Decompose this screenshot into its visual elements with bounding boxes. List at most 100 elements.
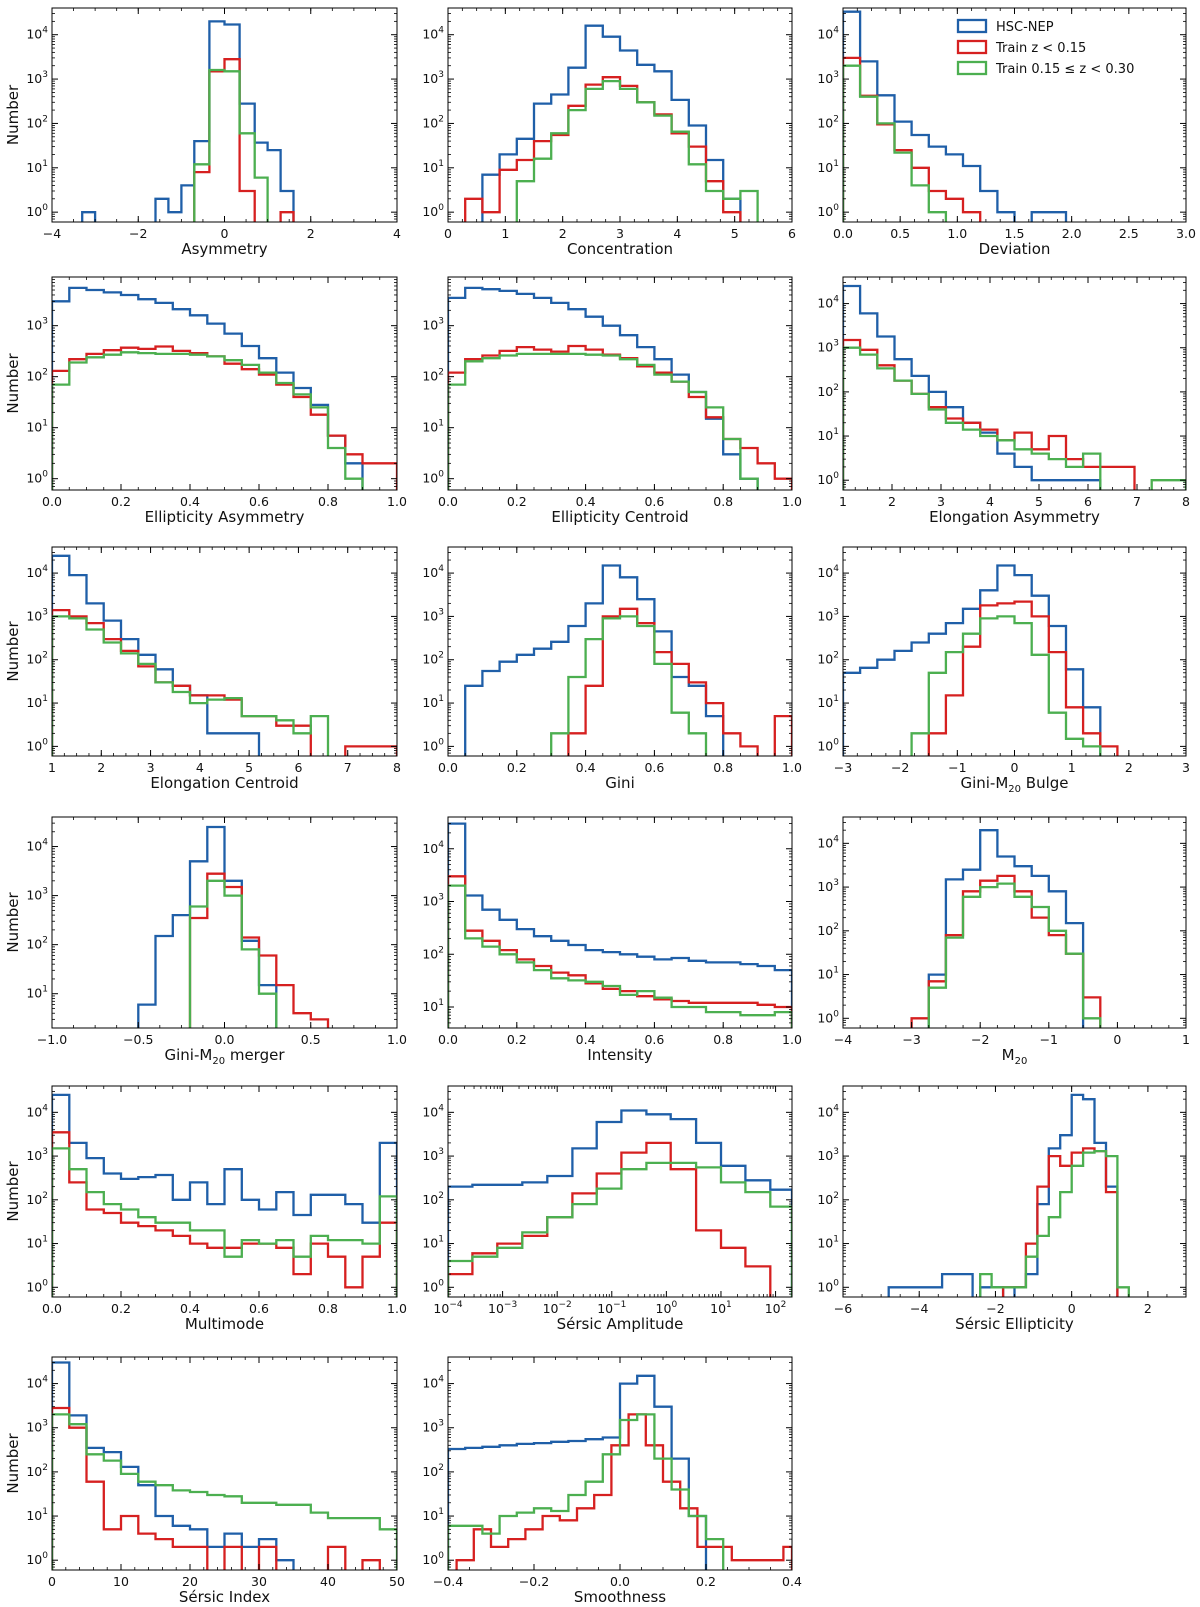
x-tick-label: 0.4 bbox=[180, 1301, 200, 1316]
x-tick-label: 0.0 bbox=[833, 226, 853, 241]
y-tick-label: 103 bbox=[422, 607, 444, 623]
series-group bbox=[448, 286, 792, 490]
y-tick-label: 103 bbox=[422, 893, 444, 909]
series-train-mid-z bbox=[193, 68, 269, 222]
histogram-panel-ellipticity-centroid: 0.0 0.2 0.4 0.6 0.8 1.0 100 101 102 103 Ellipticit… bbox=[422, 276, 802, 526]
y-tick-label: 102 bbox=[422, 1191, 444, 1207]
x-tick-label: 0.0 bbox=[610, 1574, 630, 1589]
series-hsc-nep bbox=[843, 10, 1068, 222]
histogram-panel-deviation: 0.0 0.5 1.0 1.5 2.0 2.5 3.0 100 101 102 103 104 Devi… bbox=[817, 7, 1196, 258]
series-train-mid-z bbox=[188, 879, 278, 1028]
y-tick-label: 103 bbox=[422, 1419, 444, 1435]
y-tick-label: 103 bbox=[422, 1147, 444, 1163]
histogram-panel-elongation-asymmetry: 1 2 3 4 5 6 7 8 100 101 102 103 104 Elongation Asymme… bbox=[817, 276, 1190, 526]
y-tick-label: 103 bbox=[26, 70, 48, 86]
x-tick-label: 0.0 bbox=[215, 1032, 235, 1047]
y-tick-label: 104 bbox=[422, 1375, 444, 1391]
series-train-mid-z bbox=[515, 79, 759, 222]
x-tick-label: −2 bbox=[971, 1032, 989, 1047]
x-tick-label: −4 bbox=[910, 1301, 928, 1316]
y-tick-label: 101 bbox=[422, 694, 444, 710]
y-tick-label: 101 bbox=[422, 998, 444, 1014]
y-axis-label: Number bbox=[4, 621, 22, 682]
y-axis-label: Number bbox=[4, 84, 22, 145]
series-hsc-nep bbox=[81, 20, 295, 222]
x-tick-label: 2.5 bbox=[1119, 226, 1139, 241]
y-tick-label: 104 bbox=[422, 840, 444, 856]
x-tick-label: 2 bbox=[1144, 1301, 1152, 1316]
y-tick-label: 102 bbox=[26, 1191, 48, 1207]
x-tick-label: 0.2 bbox=[696, 1574, 716, 1589]
series-group bbox=[137, 825, 330, 1028]
y-tick-label: 101 bbox=[817, 694, 839, 710]
series-train-low-z bbox=[52, 608, 397, 756]
x-tick-label: 0.8 bbox=[713, 1032, 733, 1047]
x-tick-label: 4 bbox=[673, 226, 681, 241]
y-tick-label: 100 bbox=[817, 471, 839, 487]
series-train-low-z bbox=[448, 875, 792, 1028]
x-axis-label: Gini-M20 merger bbox=[165, 1046, 286, 1067]
x-tick-label: 0.5 bbox=[890, 226, 910, 241]
y-tick-label: 100 bbox=[817, 203, 839, 219]
plot-frame bbox=[51, 1356, 398, 1571]
x-tick-label: 5 bbox=[1035, 494, 1043, 509]
series-train-low-z bbox=[1001, 1147, 1119, 1297]
plot-frame bbox=[51, 546, 398, 757]
x-tick-label: 3 bbox=[1182, 760, 1190, 775]
series-train-low-z bbox=[843, 56, 982, 222]
series-group bbox=[52, 286, 397, 490]
y-tick-label: 102 bbox=[817, 114, 839, 130]
x-axis-label: Asymmetry bbox=[181, 240, 267, 258]
x-tick-label: 8 bbox=[393, 760, 401, 775]
y-tick-label: 102 bbox=[422, 945, 444, 961]
x-tick-label: −2 bbox=[129, 226, 147, 241]
y-tick-label: 103 bbox=[817, 607, 839, 623]
series-hsc-nep bbox=[927, 829, 1085, 1028]
y-tick-label: 100 bbox=[26, 470, 48, 486]
x-tick-label: 1.5 bbox=[1005, 226, 1025, 241]
x-tick-label: 0 bbox=[444, 226, 452, 241]
x-tick-label: −6 bbox=[834, 1301, 852, 1316]
legend-swatch bbox=[956, 60, 988, 76]
x-tick-label: 0.4 bbox=[576, 760, 596, 775]
plot-frame bbox=[842, 1085, 1187, 1298]
histogram-panel-asymmetry: −4 −2 0 2 4 100 101 102 103 104 Asymmetry Number bbox=[4, 7, 401, 258]
y-tick-label: 104 bbox=[817, 26, 839, 42]
x-tick-label: 7 bbox=[344, 760, 352, 775]
x-tick-label: 1.0 bbox=[947, 226, 967, 241]
x-axis-label: Elongation Asymmetry bbox=[929, 508, 1100, 526]
x-tick-label: −2 bbox=[891, 760, 909, 775]
series-group bbox=[448, 1109, 792, 1297]
y-tick-label: 101 bbox=[817, 1235, 839, 1251]
y-tick-label: 102 bbox=[26, 368, 48, 384]
y-tick-label: 103 bbox=[26, 607, 48, 623]
legend: HSC-NEP Train z < 0.15 Train 0.15 ≤ z < 0.… bbox=[956, 18, 1134, 77]
y-tick-label: 102 bbox=[26, 1463, 48, 1479]
x-axis-label: Sérsic Ellipticity bbox=[955, 1315, 1074, 1333]
x-tick-label: 10−2 bbox=[543, 1300, 572, 1316]
x-tick-label: 0.2 bbox=[111, 1301, 131, 1316]
y-tick-label: 101 bbox=[26, 1507, 48, 1523]
x-tick-label: 7 bbox=[1133, 494, 1141, 509]
x-tick-label: 0.6 bbox=[249, 494, 269, 509]
y-tick-label: 104 bbox=[422, 1103, 444, 1119]
x-tick-label: 0.6 bbox=[644, 494, 664, 509]
histogram-panel-s-rsic-amplitude: 10−4 10−3 10−2 10−1 100 101 102 100 101 102 103 104… bbox=[422, 1085, 793, 1333]
x-axis-label: Ellipticity Centroid bbox=[551, 508, 688, 526]
series-hsc-nep bbox=[137, 825, 278, 1028]
y-tick-label: 104 bbox=[422, 564, 444, 580]
x-axis-label: Sérsic Amplitude bbox=[557, 1315, 684, 1333]
series-train-low-z bbox=[567, 607, 792, 756]
x-tick-label: 6 bbox=[1084, 494, 1092, 509]
series-group bbox=[448, 822, 792, 1028]
x-tick-label: 10−4 bbox=[433, 1300, 462, 1316]
x-tick-label: −1.0 bbox=[37, 1032, 67, 1047]
series-train-low-z bbox=[843, 338, 1136, 490]
x-tick-label: 101 bbox=[710, 1300, 732, 1316]
y-tick-label: 100 bbox=[26, 1278, 48, 1294]
x-tick-label: 1.0 bbox=[387, 494, 407, 509]
x-tick-label: 4 bbox=[986, 494, 994, 509]
y-tick-label: 103 bbox=[422, 70, 444, 86]
x-tick-label: 102 bbox=[765, 1300, 787, 1316]
